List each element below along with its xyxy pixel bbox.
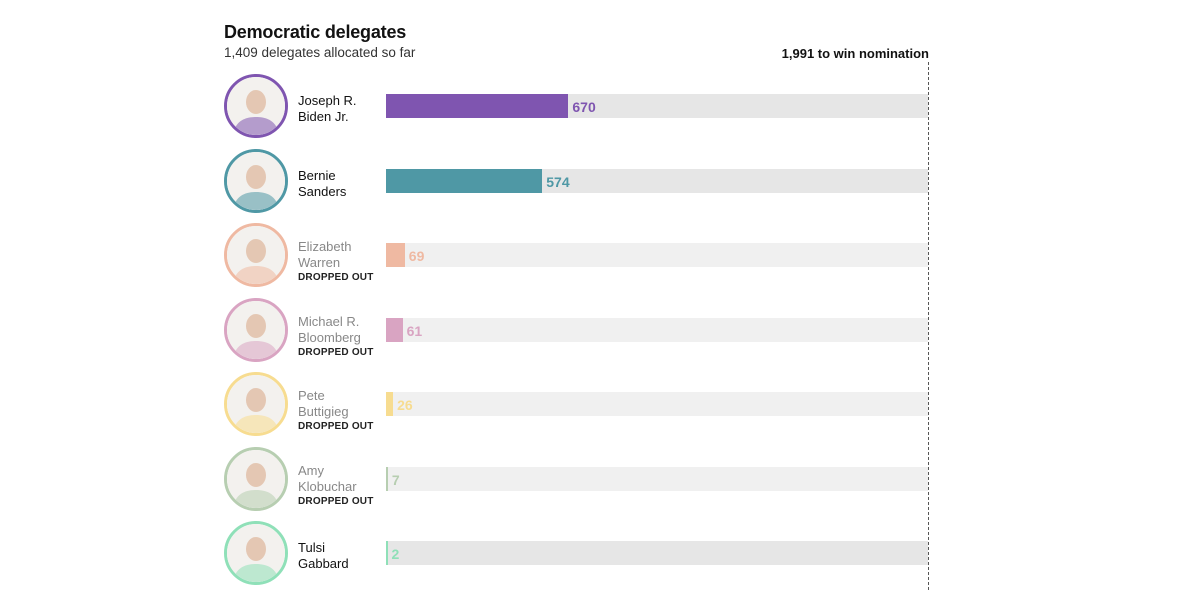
bar-row: Joseph R. Biden Jr. 670 [0, 74, 1200, 138]
bar-track [386, 392, 928, 416]
tick-label: Elizabeth Warren [298, 239, 351, 270]
tick-label: Tulsi Gabbard [298, 540, 349, 571]
tick-label-line: Elizabeth [298, 239, 352, 254]
portrait-icon [224, 372, 288, 436]
status-label: DROPPED OUT [298, 421, 374, 432]
chart-subtitle: 1,409 delegates allocated so far [224, 45, 416, 60]
data-label: 7 [391, 472, 400, 488]
portrait-icon [224, 521, 288, 585]
bar-row: Elizabeth Warren DROPPED OUT 69 [0, 223, 1200, 287]
bar [386, 392, 394, 416]
tick-label-line: Biden Jr. [298, 108, 349, 124]
portrait-icon [224, 447, 288, 511]
data-label: 61 [406, 323, 423, 339]
threshold-label: 1,991 to win nomination [781, 46, 929, 61]
portrait-icon [224, 223, 288, 287]
status-label: DROPPED OUT [298, 272, 374, 283]
tick-label-line: Sanders [298, 183, 347, 199]
tick-label: Amy Klobuchar [298, 463, 357, 494]
bar [386, 243, 405, 267]
tick-label-line: Klobuchar [298, 478, 357, 494]
bar-track [386, 243, 928, 267]
bar-row: Michael R. Bloomberg DROPPED OUT 61 [0, 298, 1200, 362]
bar [386, 318, 403, 342]
status-label: DROPPED OUT [298, 496, 374, 507]
tick-label-line: Michael R. [298, 314, 360, 329]
tick-label-line: Amy [298, 463, 324, 478]
tick-label: Bernie Sanders [298, 168, 346, 199]
tick-label: Michael R. Bloomberg [298, 314, 361, 345]
bar-track [386, 318, 928, 342]
tick-label-line: Warren [298, 254, 341, 270]
data-label: 574 [546, 174, 570, 190]
tick-label-line: Gabbard [298, 555, 349, 571]
portrait-icon [224, 74, 288, 138]
threshold-line [928, 62, 929, 590]
bar-row: Tulsi Gabbard 2 [0, 521, 1200, 585]
tick-label-line: Bernie [298, 168, 336, 183]
bar-row: Pete Buttigieg DROPPED OUT 26 [0, 372, 1200, 436]
bar-row: Amy Klobuchar DROPPED OUT 7 [0, 447, 1200, 511]
bar [386, 541, 388, 565]
chart-title: Democratic delegates [224, 22, 407, 42]
portrait-icon [224, 149, 288, 213]
bar-track [386, 541, 928, 565]
data-label: 670 [572, 99, 596, 115]
tick-label-line: Tulsi [298, 540, 325, 555]
tick-label-line: Bloomberg [298, 329, 361, 345]
tick-label-line: Joseph R. [298, 93, 357, 108]
tick-label: Joseph R. Biden Jr. [298, 93, 357, 124]
bar-track [386, 467, 928, 491]
bar [386, 467, 388, 491]
bar [386, 94, 569, 118]
data-label: 2 [391, 546, 400, 562]
bar-row: Bernie Sanders 574 [0, 149, 1200, 213]
data-label: 69 [408, 248, 425, 264]
status-label: DROPPED OUT [298, 347, 374, 358]
tick-label-line: Pete [298, 388, 325, 403]
tick-label: Pete Buttigieg [298, 388, 349, 419]
data-label: 26 [397, 397, 413, 413]
bar [386, 169, 543, 193]
portrait-icon [224, 298, 288, 362]
tick-label-line: Buttigieg [298, 403, 349, 419]
